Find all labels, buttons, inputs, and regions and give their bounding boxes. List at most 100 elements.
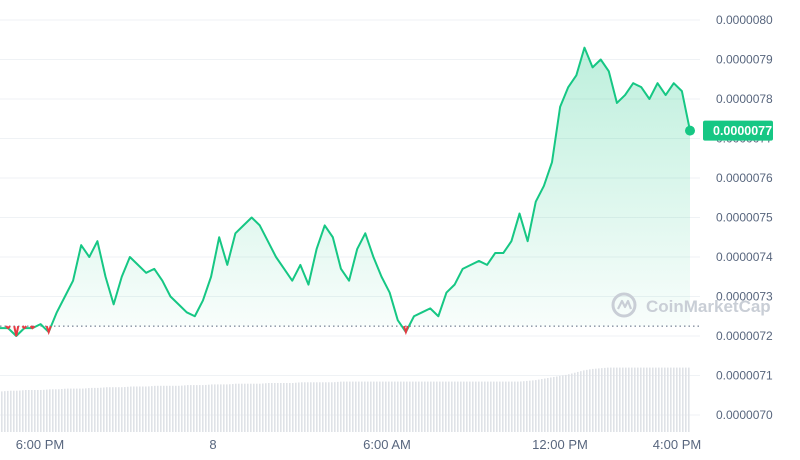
volume-bar	[157, 385, 159, 432]
volume-bar	[145, 386, 147, 432]
volume-bar	[286, 383, 288, 432]
volume-bar	[574, 372, 576, 432]
volume-bar	[316, 382, 318, 432]
volume-bar	[460, 381, 462, 432]
coinmarketcap-logo-icon	[611, 292, 637, 318]
volume-bar	[28, 390, 30, 432]
volume-bar	[367, 381, 369, 432]
volume-bar	[688, 367, 690, 432]
volume-bar	[181, 385, 183, 432]
volume-bar	[412, 381, 414, 432]
volume-bar	[616, 367, 618, 432]
volume-bar	[670, 367, 672, 432]
volume-bar	[529, 380, 531, 432]
x-tick-label: 8	[209, 437, 216, 452]
volume-bar	[598, 368, 600, 432]
volume-bar	[202, 385, 204, 432]
volume-bar	[328, 382, 330, 432]
volume-bar	[259, 383, 261, 432]
volume-bar	[640, 367, 642, 432]
volume-bar	[358, 381, 360, 432]
volume-bar	[265, 383, 267, 432]
volume-bar	[451, 381, 453, 432]
volume-bar	[58, 389, 60, 432]
volume-bar	[397, 381, 399, 432]
volume-bar	[247, 383, 249, 432]
volume-bar	[121, 387, 123, 432]
x-tick-label: 4:00 PM	[653, 437, 701, 452]
volume-bar	[292, 382, 294, 432]
volume-bar	[193, 385, 195, 432]
volume-bar	[133, 386, 135, 432]
volume-bar	[439, 381, 441, 432]
price-lines	[0, 46, 691, 337]
volume-bar	[31, 390, 33, 432]
volume-bar	[436, 381, 438, 432]
volume-bar	[403, 381, 405, 432]
volume-bar	[139, 386, 141, 432]
volume-bar	[361, 381, 363, 432]
y-tick-label: 0.0000078	[716, 92, 773, 106]
volume-bar	[607, 367, 609, 432]
y-tick-label: 0.0000073	[716, 290, 773, 304]
volume-bar	[409, 381, 411, 432]
volume-bar	[505, 381, 507, 432]
volume-bar	[118, 387, 120, 432]
volume-bar	[430, 381, 432, 432]
volume-bar	[481, 381, 483, 432]
volume-bar	[313, 382, 315, 432]
volume-bar	[682, 367, 684, 432]
volume-bar	[46, 389, 48, 432]
volume-bar	[649, 367, 651, 432]
volume-bar	[487, 381, 489, 432]
volume-bar	[73, 388, 75, 432]
volume-bar	[43, 389, 45, 432]
volume-bar	[601, 368, 603, 432]
volume-bar	[307, 382, 309, 432]
volume-bar	[103, 387, 105, 432]
y-tick-label: 0.0000070	[716, 408, 773, 422]
volume-bar	[214, 384, 216, 432]
volume-bar	[508, 381, 510, 432]
volume-bar	[523, 381, 525, 432]
volume-bar	[469, 381, 471, 432]
y-tick-label: 0.0000076	[716, 171, 773, 185]
volume-bar	[184, 385, 186, 432]
price-dip-segment	[21, 325, 28, 330]
volume-bar	[421, 381, 423, 432]
volume-bar	[19, 390, 21, 432]
price-area	[0, 47, 700, 337]
current-price-dot	[685, 125, 695, 136]
volume-bar	[634, 367, 636, 432]
volume-bar	[199, 385, 201, 432]
volume-bar	[166, 385, 168, 432]
volume-bar	[208, 384, 210, 432]
volume-bar	[553, 376, 555, 432]
volume-bar	[1, 391, 3, 432]
volume-bar	[127, 386, 129, 432]
y-axis: 0.0000080 0.0000079 0.0000078 0.0000077 0.00…	[716, 13, 773, 422]
volume-bar	[217, 384, 219, 432]
volume-bar	[7, 390, 9, 432]
volume-bar	[340, 381, 342, 432]
volume-bar	[646, 367, 648, 432]
volume-bar	[49, 389, 51, 432]
volume-bar	[160, 385, 162, 432]
x-tick-label: 6:00 PM	[16, 437, 64, 452]
volume-bar	[652, 367, 654, 432]
watermark: CoinMarketCap	[611, 292, 771, 318]
volume-bar	[568, 374, 570, 432]
volume-bar	[79, 388, 81, 432]
volume-bar	[25, 390, 27, 432]
volume-bar	[661, 367, 663, 432]
volume-bar	[535, 380, 537, 432]
volume-bar	[496, 381, 498, 432]
volume-bar	[142, 386, 144, 432]
volume-bar	[178, 385, 180, 432]
volume-bar	[232, 383, 234, 432]
volume-bar	[136, 386, 138, 432]
volume-bar	[514, 381, 516, 432]
volume-bar	[664, 367, 666, 432]
